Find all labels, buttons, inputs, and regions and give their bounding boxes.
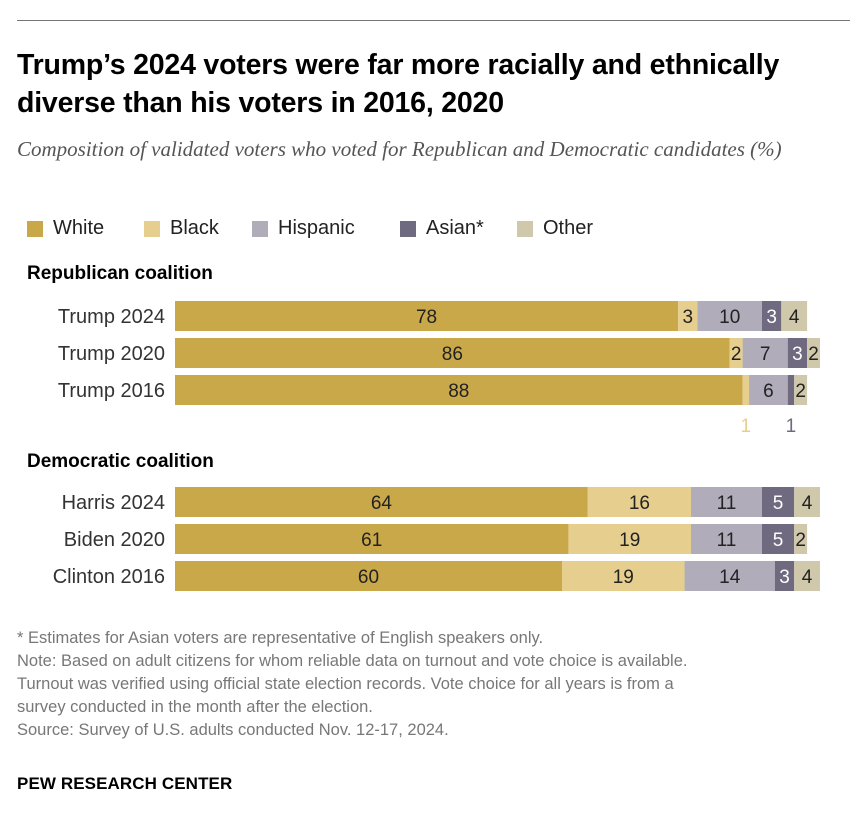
bar-harris-2024-asian-label: 5 [773,493,784,514]
bar-trump-2016-black-label: 1 [741,416,752,437]
bar-harris-2024-hispanic-label: 11 [717,493,737,514]
bar-trump-2024-white-label: 78 [416,307,437,328]
bar-trump-2024-other [781,301,808,331]
bar-trump-2016-black [742,375,750,405]
bar-biden-2020-asian [761,524,795,554]
bar-trump-2016-hispanic-label: 6 [763,381,774,402]
footnote-note-2: Turnout was verified using official stat… [17,675,674,693]
bar-harris-2024-other-label: 4 [802,493,813,514]
section-title-democratic: Democratic coalition [27,451,214,472]
bar-trump-2020-white [175,338,730,368]
bar-trump-2020-asian-label: 3 [792,344,803,365]
bar-harris-2024-white-label: 64 [371,493,393,514]
row-label-clinton-2016: Clinton 2016 [53,566,165,588]
bar-trump-2016-hispanic [749,375,788,405]
bar-trump-2024-other-label: 4 [789,307,800,328]
bar-trump-2024-asian-label: 3 [766,307,777,328]
legend-swatch-other [517,221,533,237]
bar-trump-2020-other [807,338,820,368]
bar-trump-2020-white-label: 86 [442,344,463,365]
bar-biden-2020-black-label: 19 [619,530,640,551]
footnotes: * Estimates for Asian voters are represe… [17,627,852,742]
legend-label-asian: Asian* [426,217,484,239]
bar-trump-2016-white [175,375,743,405]
bar-biden-2020-other-label: 2 [795,530,806,551]
bar-clinton-2016-white [175,561,562,591]
bar-biden-2020-hispanic-label: 11 [717,530,737,551]
bar-trump-2016-other-label: 2 [795,381,806,402]
legend-label-other: Other [543,217,594,239]
bar-trump-2024-white [175,301,679,331]
bar-trump-2024-hispanic-label: 10 [719,307,740,328]
legend-swatch-black [144,221,160,237]
bar-harris-2024-other [794,487,820,517]
row-label-trump-2024: Trump 2024 [58,306,165,328]
bar-clinton-2016-asian-label: 3 [779,567,790,588]
bar-trump-2020-black [729,338,743,368]
bar-biden-2020-asian-label: 5 [773,530,784,551]
bar-harris-2024-hispanic [691,487,762,517]
bar-clinton-2016-other [794,561,820,591]
section-title-republican: Republican coalition [27,263,213,284]
bar-clinton-2016-hispanic [684,561,775,591]
bar-biden-2020-other [794,524,808,554]
row-label-biden-2020: Biden 2020 [64,529,165,551]
bar-trump-2024-black-label: 3 [682,307,693,328]
bar-trump-2020-asian [787,338,808,368]
bar-biden-2020-hispanic [691,524,762,554]
footnote-note-3: survey conducted in the month after the … [17,698,373,716]
bar-clinton-2016-other-label: 4 [802,567,813,588]
bar-trump-2016-white-label: 88 [448,381,469,402]
legend-label-white: White [53,217,105,239]
top-rule [17,20,850,21]
bar-harris-2024-black-label: 16 [629,493,650,514]
bar-clinton-2016-hispanic-label: 14 [719,567,741,588]
row-label-trump-2016: Trump 2016 [58,380,165,402]
bar-clinton-2016-asian [774,561,795,591]
bar-biden-2020-white [175,524,569,554]
bar-biden-2020-white-label: 61 [361,530,382,551]
chart-subtitle: Composition of validated voters who vote… [17,137,782,161]
bar-clinton-2016-white-label: 60 [358,567,379,588]
bar-trump-2024-asian [761,301,782,331]
row-label-harris-2024: Harris 2024 [62,492,165,514]
legend-label-hispanic: Hispanic [278,217,355,239]
bar-trump-2020-hispanic-label: 7 [760,344,771,365]
bar-trump-2024-hispanic [697,301,762,331]
bar-clinton-2016-black [562,561,685,591]
bar-trump-2020-other-label: 2 [808,344,819,365]
legend-label-black: Black [170,217,219,239]
brand-logo-text: PEW RESEARCH CENTER [17,774,233,793]
bar-trump-2016-asian [787,375,795,405]
bar-harris-2024-black [587,487,691,517]
footnote-source: Source: Survey of U.S. adults conducted … [17,721,449,739]
bar-trump-2016-asian-label: 1 [786,416,797,437]
bar-trump-2020-hispanic [742,338,788,368]
legend-swatch-asian [400,221,416,237]
bar-harris-2024-asian [761,487,795,517]
bar-harris-2024-white [175,487,588,517]
bar-trump-2020-black-label: 2 [731,344,742,365]
legend-swatch-white [27,221,43,237]
chart-title: Trump’s 2024 voters were far more racial… [17,49,780,119]
footnote-note-1: Note: Based on adult citizens for whom r… [17,652,688,670]
legend-swatch-hispanic [252,221,268,237]
row-label-trump-2020: Trump 2020 [58,343,165,365]
bar-trump-2016-other [794,375,808,405]
bar-trump-2024-black [678,301,698,331]
bar-biden-2020-black [568,524,691,554]
footnote-asian: * Estimates for Asian voters are represe… [17,629,544,647]
bar-clinton-2016-black-label: 19 [613,567,634,588]
